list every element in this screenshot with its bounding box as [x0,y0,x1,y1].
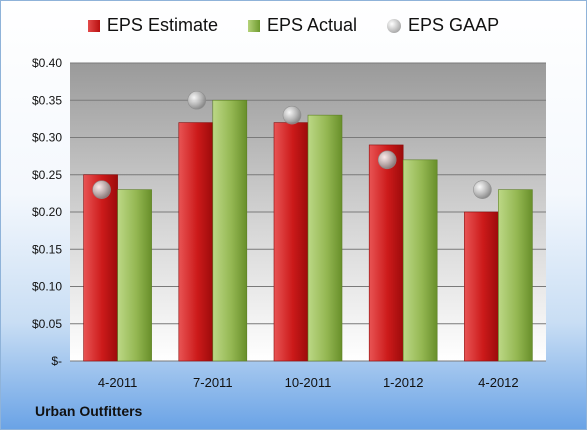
x-tick-label: 4-2011 [98,375,138,390]
bar-eps-estimate [83,174,118,362]
bar-eps-actual [117,189,152,362]
legend-label-eps-actual: EPS Actual [266,15,358,35]
legend-swatch-eps-gaap [387,18,402,33]
bar-eps-actual [498,189,533,362]
y-tick-label: $0.05 [32,317,62,331]
legend-label-eps-estimate: EPS Estimate [106,15,218,35]
legend-label-eps-gaap: EPS GAAP [408,15,500,35]
marker-eps-gaap [377,150,397,170]
marker-eps-gaap [92,180,111,199]
y-tick-label: $0.10 [32,280,62,294]
bar-eps-actual [307,114,343,362]
x-axis: 4-2011 7-2011 10-2011 1-2012 4-2012 [98,375,519,390]
bar-eps-estimate [178,122,214,362]
y-tick-label: $0.15 [32,242,62,256]
bars [83,99,533,362]
legend-item-eps-gaap: EPS GAAP [387,15,499,36]
x-tick-label: 4-2012 [478,375,518,390]
y-tick-label: $0.25 [32,168,62,182]
y-tick-label: $0.40 [32,56,62,70]
bar-eps-estimate [368,144,404,362]
legend-swatch-eps-estimate [87,19,100,32]
y-tick-label: $0.30 [32,131,62,145]
x-tick-label: 10-2011 [285,375,332,390]
bar-eps-actual [212,99,248,362]
x-tick-label: 1-2012 [383,375,423,390]
bar-eps-estimate [273,122,309,362]
gaap-markers [92,90,492,199]
legend-swatch-eps-actual [247,19,260,32]
y-tick-label: $0.20 [32,205,62,219]
y-axis: $0.40 $0.35 $0.30 $0.25 $0.20 $0.15 $0.10 $0.05… [32,56,62,368]
bar-eps-estimate [464,211,499,362]
company-name: Urban Outfitters [35,403,143,419]
legend-item-eps-estimate: EPS Estimate [87,15,218,36]
marker-eps-gaap [473,180,492,199]
x-tick-label: 7-2011 [193,375,233,390]
legend: EPS Estimate EPS Actual EPS GAAP [1,15,586,36]
bar-eps-actual [402,159,438,362]
marker-eps-gaap [187,90,207,110]
legend-item-eps-actual: EPS Actual [247,15,358,36]
y-tick-label: $- [51,354,62,368]
y-tick-label: $0.35 [32,93,62,107]
marker-eps-gaap [282,105,302,125]
